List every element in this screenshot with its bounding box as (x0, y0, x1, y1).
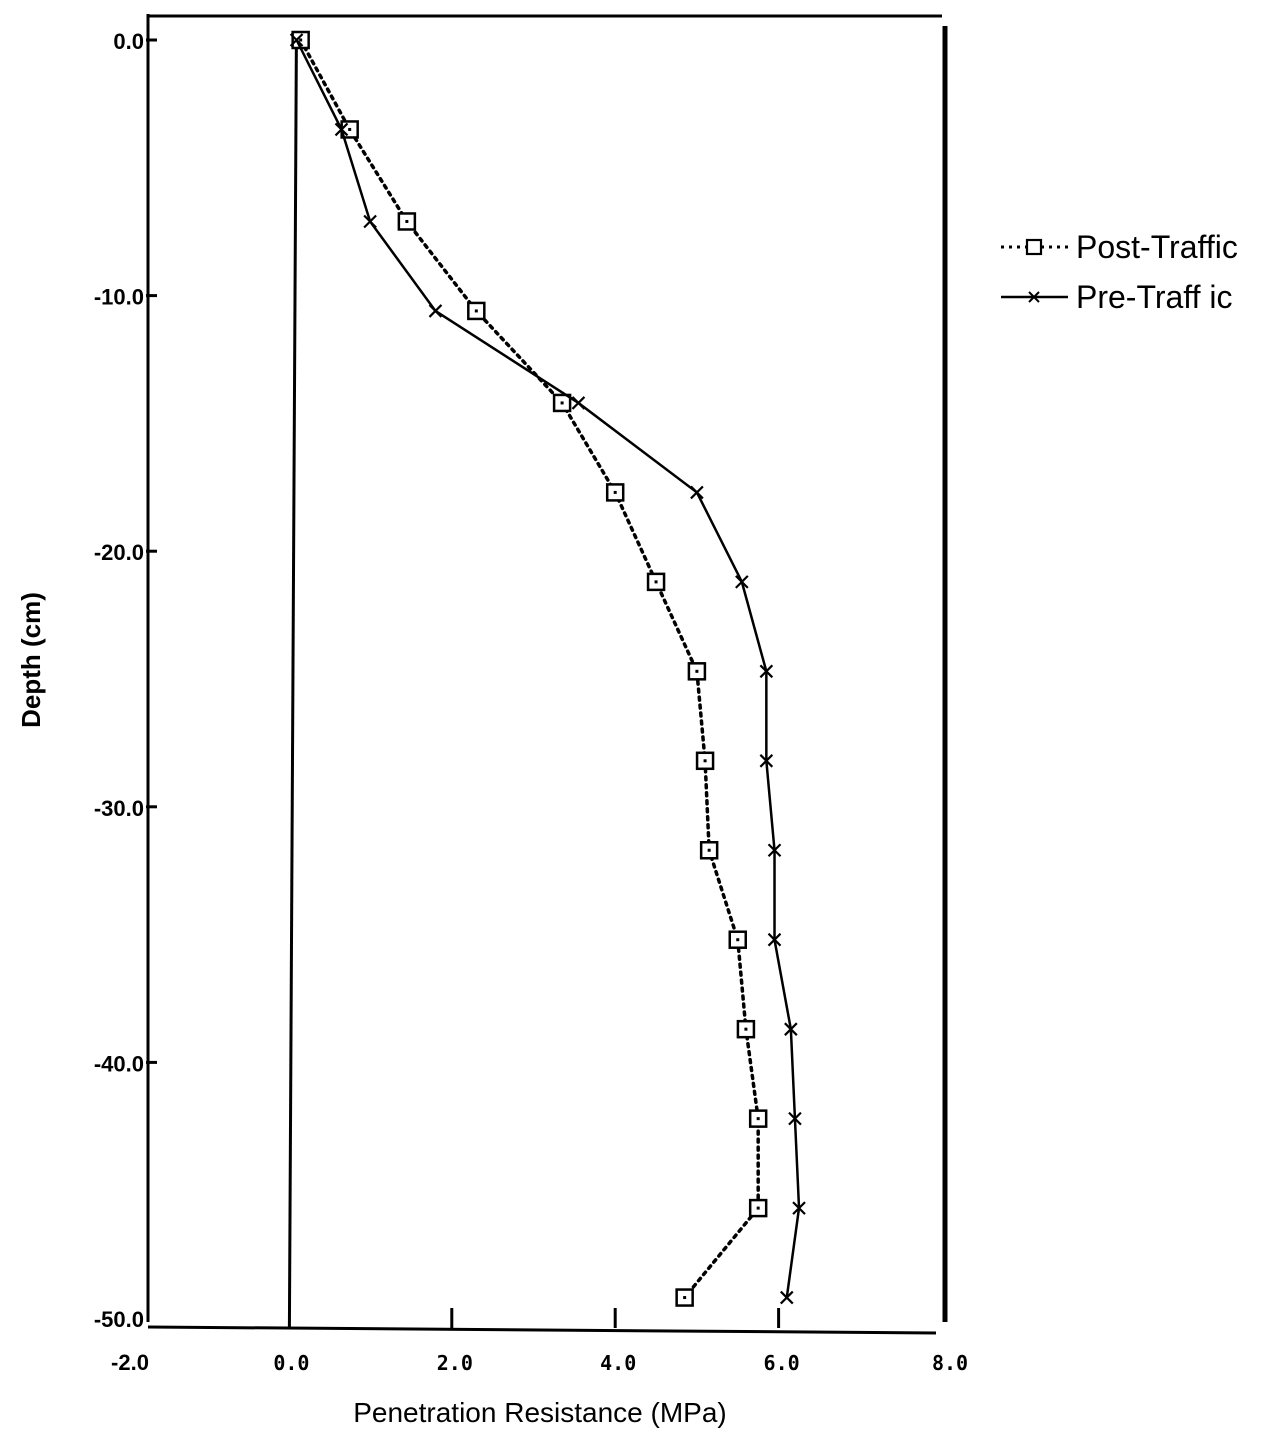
pre-traffic-point (792, 1201, 806, 1215)
post-traffic-point (646, 572, 666, 592)
post-traffic-point (748, 1198, 768, 1218)
post-traffic-point (736, 1019, 756, 1039)
post-traffic-point (728, 930, 747, 949)
legend-item: Pre-Traff ic (1001, 279, 1232, 315)
y-axis: 0.0 -10.0 -20.0 -30.0 -40.0 -50.0 (94, 29, 157, 1332)
series-pre-traffic (289, 33, 806, 1305)
post-traffic-point (748, 1109, 768, 1128)
x-tick-label: -2.0 (111, 1350, 149, 1375)
post-traffic-point (695, 751, 715, 771)
legend-label: Pre-Traff ic (1076, 279, 1232, 315)
pre-traffic-point (690, 485, 704, 500)
y-tick-label: -30.0 (94, 796, 144, 821)
pre-traffic-point (767, 843, 782, 858)
x-tick-label: 4.0 (600, 1351, 636, 1375)
x-tick-label: 6.0 (764, 1351, 800, 1375)
pre-traffic-point (735, 575, 749, 589)
pre-traffic-point (788, 1111, 802, 1126)
y-tick-label: -50.0 (94, 1307, 144, 1332)
series-line (298, 38, 760, 1300)
legend: Post-Traffic Pre-Traff ic (1001, 229, 1238, 315)
y-tick-label: 0.0 (113, 29, 144, 54)
pre-traffic-point (759, 664, 774, 679)
pre-traffic-point (428, 304, 443, 318)
legend-marker-square (1025, 238, 1043, 256)
legend-marker-x (1028, 291, 1040, 303)
x-tick-label: 8.0 (932, 1351, 968, 1375)
plot-frame (146, 14, 948, 1335)
pre-traffic-point (779, 1290, 794, 1305)
x-tick-label: 2.0 (437, 1351, 473, 1375)
y-tick-label: -10.0 (94, 285, 144, 310)
legend-item: Post-Traffic (1001, 229, 1238, 265)
post-traffic-point (397, 212, 417, 231)
zero-line (287, 39, 298, 1328)
pre-traffic-point (571, 396, 586, 410)
series-post-traffic (291, 30, 768, 1307)
pre-traffic-point (334, 122, 349, 137)
y-tick-label: -40.0 (94, 1051, 144, 1076)
post-traffic-point (552, 393, 572, 413)
post-traffic-point (467, 301, 486, 321)
post-traffic-point (687, 662, 707, 681)
post-traffic-point (699, 841, 719, 860)
y-tick-label: -20.0 (94, 540, 144, 565)
x-tick-label: 0.0 (273, 1351, 309, 1375)
series-line (295, 38, 801, 1299)
post-traffic-point (675, 1288, 694, 1307)
x-axis-label: Penetration Resistance (MPa) (353, 1397, 727, 1428)
y-axis-label: Depth (cm) (16, 592, 46, 728)
pre-traffic-point (784, 1022, 798, 1036)
legend-label: Post-Traffic (1076, 229, 1238, 265)
frame-bottom (147, 1325, 937, 1335)
pre-traffic-point (759, 754, 774, 768)
pre-traffic-point (289, 33, 304, 47)
series-layer (289, 30, 806, 1307)
x-axis: -2.0 0.0 2.0 4.0 6.0 8.0 (111, 1308, 968, 1375)
post-traffic-point (605, 483, 625, 502)
pre-traffic-point (363, 214, 377, 229)
pre-traffic-point (767, 932, 782, 947)
